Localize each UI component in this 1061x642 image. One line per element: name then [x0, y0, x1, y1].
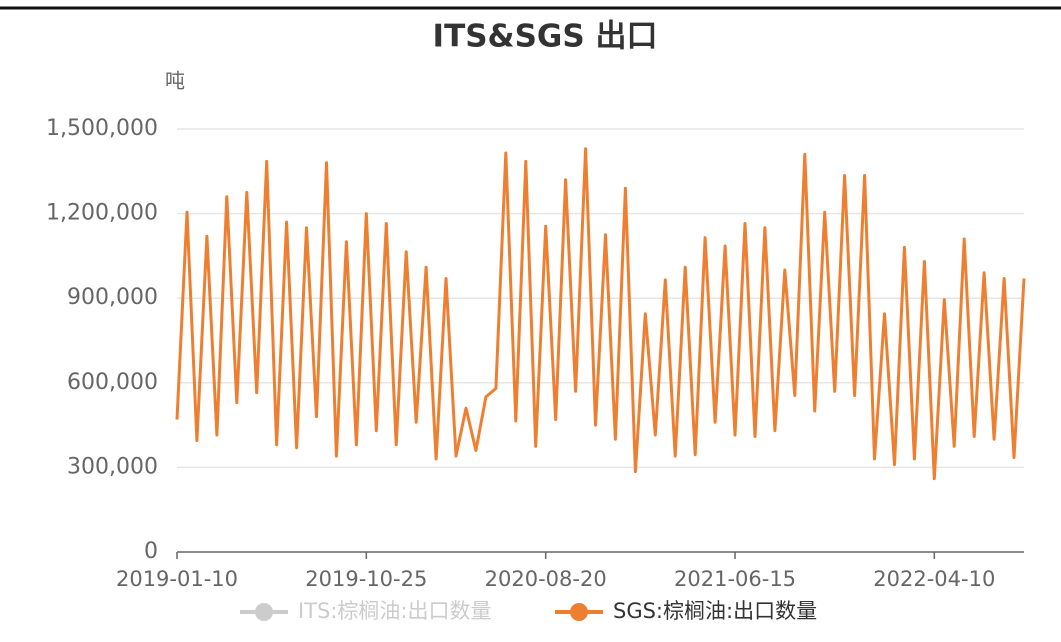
- x-tick-label: 2022-04-10: [873, 567, 995, 591]
- legend-marker: [255, 603, 273, 621]
- legend-marker: [570, 603, 588, 621]
- chart-title: ITS&SGS 出口: [433, 19, 658, 55]
- y-tick-label: 900,000: [67, 285, 158, 310]
- legend-label: ITS:棕榈油:出口数量: [298, 599, 492, 623]
- y-tick-label: 300,000: [67, 454, 158, 479]
- x-tick-label: 2021-06-15: [674, 567, 796, 591]
- y-tick-label: 600,000: [67, 370, 158, 395]
- series-line: [175, 147, 1026, 481]
- legend-label: SGS:棕榈油:出口数量: [613, 599, 817, 623]
- y-tick-label: 0: [144, 539, 158, 564]
- x-tick-label: 2019-10-25: [305, 567, 427, 591]
- y-tick-label: 1,200,000: [46, 201, 158, 226]
- y-axis-label: 吨: [165, 69, 185, 93]
- x-tick-label: 2019-01-10: [116, 567, 238, 591]
- y-tick-label: 1,500,000: [46, 116, 158, 141]
- x-tick-label: 2020-08-20: [485, 567, 607, 591]
